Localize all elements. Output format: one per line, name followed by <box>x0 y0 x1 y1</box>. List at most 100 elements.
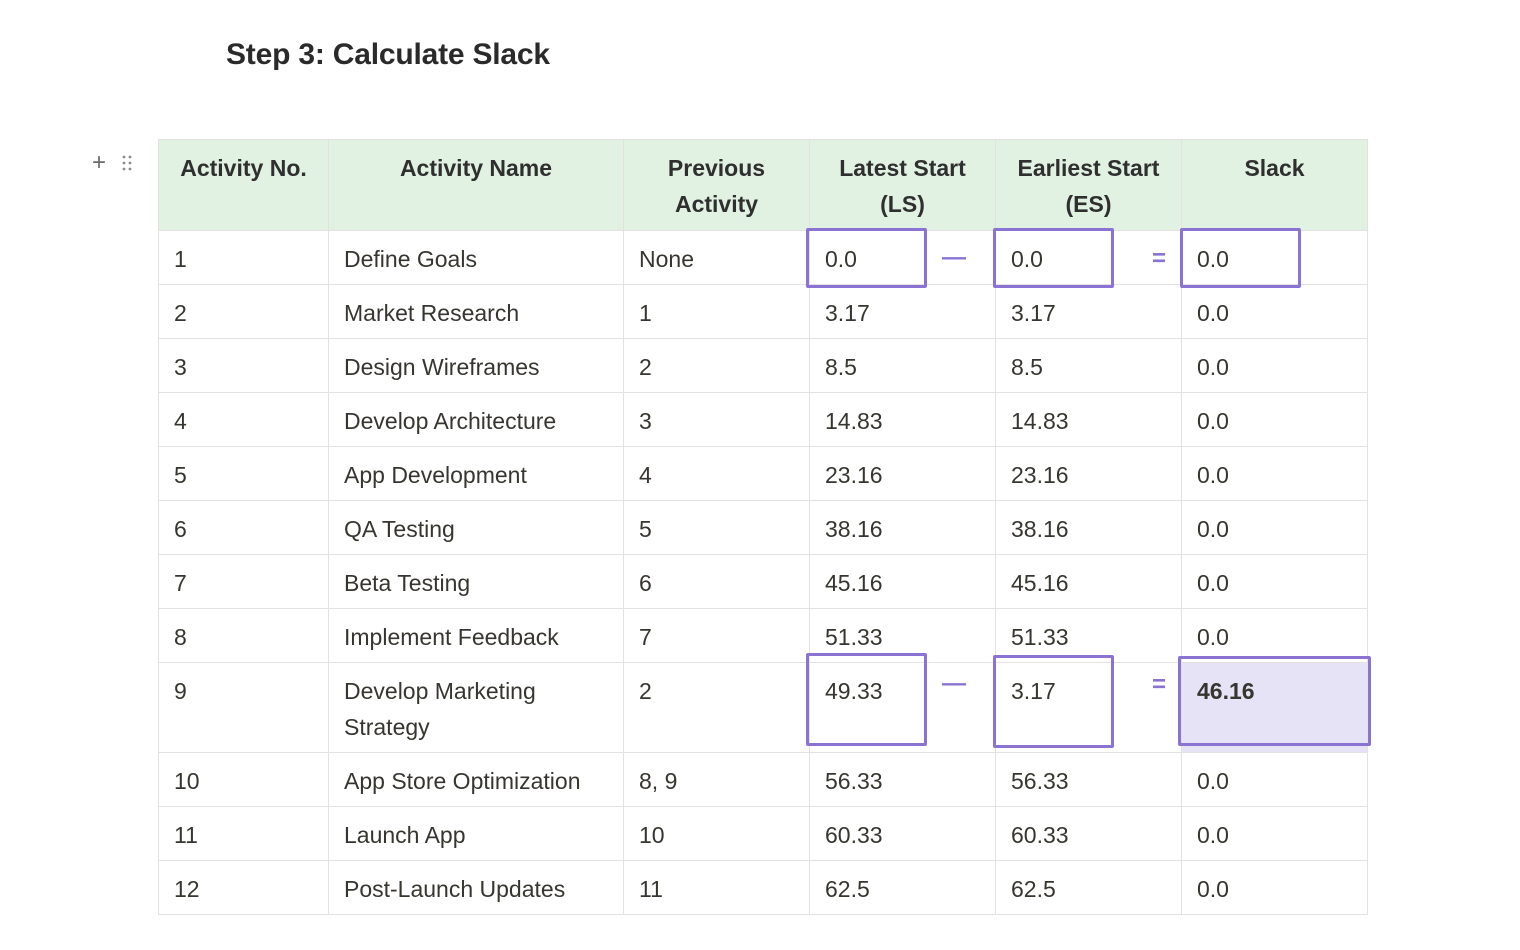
cell-activity-name[interactable]: App Store Optimization <box>328 752 624 807</box>
cell-activity-no[interactable]: 1 <box>158 230 329 285</box>
cell-latest-start[interactable]: 38.16 <box>809 500 996 555</box>
cell-slack[interactable]: 0.0 <box>1181 338 1368 393</box>
cell-activity-no[interactable]: 10 <box>158 752 329 807</box>
cell-previous-activity[interactable]: 2 <box>623 338 810 393</box>
cell-activity-no[interactable]: 4 <box>158 392 329 447</box>
cell-previous-activity[interactable]: 5 <box>623 500 810 555</box>
drag-handle-icon[interactable] <box>120 152 134 174</box>
cell-slack[interactable]: 0.0 <box>1181 446 1368 501</box>
cell-earliest-start[interactable]: 38.16 <box>995 500 1182 555</box>
table-row: 6 QA Testing 5 38.16 38.16 0.0 <box>158 500 1368 555</box>
table-row: 2 Market Research 1 3.17 3.17 0.0 <box>158 284 1368 339</box>
page-title: Step 3: Calculate Slack <box>226 38 550 71</box>
cell-previous-activity[interactable]: 2 <box>623 662 810 753</box>
header-activity-name: Activity Name <box>328 139 624 231</box>
cell-slack[interactable]: 0.0 <box>1181 284 1368 339</box>
header-previous-activity: Previous Activity <box>623 139 810 231</box>
table-row: 9 Develop Marketing Strategy 2 49.33 3.1… <box>158 662 1368 753</box>
cell-latest-start[interactable]: 23.16 <box>809 446 996 501</box>
table-row: 11 Launch App 10 60.33 60.33 0.0 <box>158 806 1368 861</box>
cell-activity-name[interactable]: Post-Launch Updates <box>328 860 624 915</box>
cell-earliest-start[interactable]: 56.33 <box>995 752 1182 807</box>
cell-earliest-start[interactable]: 51.33 <box>995 608 1182 663</box>
cell-activity-no[interactable]: 6 <box>158 500 329 555</box>
table-row: 8 Implement Feedback 7 51.33 51.33 0.0 <box>158 608 1368 663</box>
header-activity-no: Activity No. <box>158 139 329 231</box>
cell-activity-no[interactable]: 12 <box>158 860 329 915</box>
cell-activity-no[interactable]: 5 <box>158 446 329 501</box>
cell-activity-no[interactable]: 3 <box>158 338 329 393</box>
cell-slack[interactable]: 0.0 <box>1181 230 1368 285</box>
cell-activity-no[interactable]: 2 <box>158 284 329 339</box>
slack-table: Activity No. Activity Name Previous Acti… <box>158 139 1368 915</box>
cell-previous-activity[interactable]: 3 <box>623 392 810 447</box>
cell-earliest-start[interactable]: 23.16 <box>995 446 1182 501</box>
table-row: 4 Develop Architecture 3 14.83 14.83 0.0 <box>158 392 1368 447</box>
cell-latest-start[interactable]: 14.83 <box>809 392 996 447</box>
cell-activity-name[interactable]: App Development <box>328 446 624 501</box>
table-row: 12 Post-Launch Updates 11 62.5 62.5 0.0 <box>158 860 1368 915</box>
cell-slack[interactable]: 0.0 <box>1181 608 1368 663</box>
cell-activity-name[interactable]: Beta Testing <box>328 554 624 609</box>
minus-operator: — <box>942 244 966 271</box>
cell-latest-start[interactable]: 45.16 <box>809 554 996 609</box>
cell-previous-activity[interactable]: 1 <box>623 284 810 339</box>
cell-activity-name[interactable]: Market Research <box>328 284 624 339</box>
minus-operator: — <box>942 670 966 697</box>
table-row: 10 App Store Optimization 8, 9 56.33 56.… <box>158 752 1368 807</box>
cell-latest-start[interactable]: 51.33 <box>809 608 996 663</box>
cell-activity-name[interactable]: Launch App <box>328 806 624 861</box>
cell-slack[interactable]: 0.0 <box>1181 752 1368 807</box>
table-row: 7 Beta Testing 6 45.16 45.16 0.0 <box>158 554 1368 609</box>
cell-activity-name[interactable]: Develop Architecture <box>328 392 624 447</box>
cell-activity-name[interactable]: QA Testing <box>328 500 624 555</box>
cell-activity-no[interactable]: 8 <box>158 608 329 663</box>
cell-activity-name[interactable]: Define Goals <box>328 230 624 285</box>
cell-slack-highlighted[interactable]: 46.16 <box>1181 662 1368 753</box>
cell-earliest-start[interactable]: 62.5 <box>995 860 1182 915</box>
cell-activity-name[interactable]: Implement Feedback <box>328 608 624 663</box>
cell-activity-no[interactable]: 7 <box>158 554 329 609</box>
plus-icon[interactable]: + <box>91 149 106 176</box>
cell-activity-no[interactable]: 9 <box>158 662 329 753</box>
cell-latest-start[interactable]: 62.5 <box>809 860 996 915</box>
header-slack: Slack <box>1181 139 1368 231</box>
cell-earliest-start[interactable]: 3.17 <box>995 662 1182 753</box>
equals-operator: = <box>1152 671 1167 698</box>
cell-latest-start[interactable]: 56.33 <box>809 752 996 807</box>
cell-latest-start[interactable]: 0.0 <box>809 230 996 285</box>
cell-slack[interactable]: 0.0 <box>1181 500 1368 555</box>
table-header-row: Activity No. Activity Name Previous Acti… <box>158 139 1368 231</box>
cell-activity-name[interactable]: Design Wireframes <box>328 338 624 393</box>
cell-activity-name[interactable]: Develop Marketing Strategy <box>328 662 624 753</box>
cell-earliest-start[interactable]: 60.33 <box>995 806 1182 861</box>
cell-previous-activity[interactable]: 7 <box>623 608 810 663</box>
cell-latest-start[interactable]: 60.33 <box>809 806 996 861</box>
table-row: 3 Design Wireframes 2 8.5 8.5 0.0 <box>158 338 1368 393</box>
cell-previous-activity[interactable]: 11 <box>623 860 810 915</box>
cell-slack[interactable]: 0.0 <box>1181 806 1368 861</box>
cell-slack[interactable]: 0.0 <box>1181 860 1368 915</box>
cell-previous-activity[interactable]: 8, 9 <box>623 752 810 807</box>
cell-earliest-start[interactable]: 14.83 <box>995 392 1182 447</box>
equals-operator: = <box>1152 245 1167 272</box>
table-row: 1 Define Goals None 0.0 0.0 0.0 <box>158 230 1368 285</box>
cell-earliest-start[interactable]: 8.5 <box>995 338 1182 393</box>
cell-earliest-start[interactable]: 45.16 <box>995 554 1182 609</box>
table-row: 5 App Development 4 23.16 23.16 0.0 <box>158 446 1368 501</box>
cell-latest-start[interactable]: 49.33 <box>809 662 996 753</box>
block-controls: + <box>88 149 134 176</box>
header-earliest-start: Earliest Start (ES) <box>995 139 1182 231</box>
cell-latest-start[interactable]: 8.5 <box>809 338 996 393</box>
cell-activity-no[interactable]: 11 <box>158 806 329 861</box>
cell-previous-activity[interactable]: 6 <box>623 554 810 609</box>
header-latest-start: Latest Start (LS) <box>809 139 996 231</box>
cell-slack[interactable]: 0.0 <box>1181 554 1368 609</box>
cell-previous-activity[interactable]: 4 <box>623 446 810 501</box>
cell-slack[interactable]: 0.0 <box>1181 392 1368 447</box>
cell-previous-activity[interactable]: 10 <box>623 806 810 861</box>
cell-earliest-start[interactable]: 3.17 <box>995 284 1182 339</box>
cell-earliest-start[interactable]: 0.0 <box>995 230 1182 285</box>
cell-previous-activity[interactable]: None <box>623 230 810 285</box>
cell-latest-start[interactable]: 3.17 <box>809 284 996 339</box>
